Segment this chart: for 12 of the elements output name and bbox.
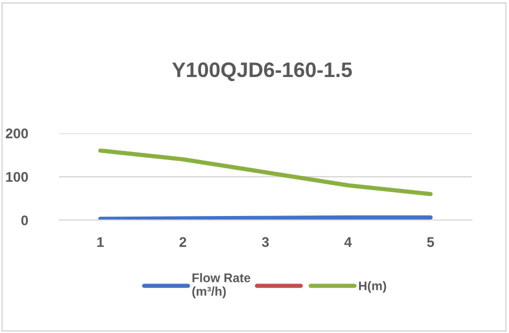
legend-label: H(m)	[359, 281, 386, 293]
y-tick-label: 0	[21, 215, 28, 226]
x-tick-label: 4	[344, 237, 352, 247]
legend-label: Flow Rate (m³/h)	[192, 273, 250, 298]
x-tick-label: 1	[97, 237, 104, 247]
y-tick-label: 200	[6, 128, 28, 138]
chart-title: Y100QJD6-160-1.5	[172, 62, 352, 82]
line-series	[98, 148, 433, 196]
y-tick-label: 100	[6, 172, 28, 182]
x-tick-label: 2	[180, 237, 186, 247]
x-tick-label: 3	[262, 237, 269, 247]
x-tick-label: 5	[427, 237, 434, 247]
